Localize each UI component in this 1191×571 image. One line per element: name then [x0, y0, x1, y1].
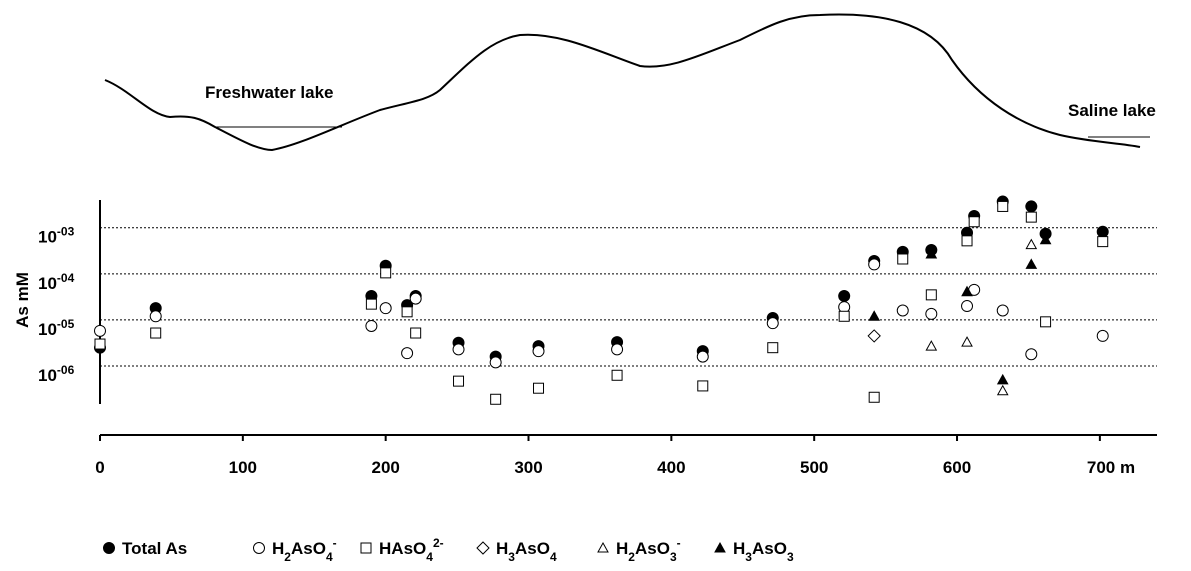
legend-label: HAsO42-: [379, 536, 444, 564]
point: [532, 345, 545, 358]
x-tick-label: 100: [229, 458, 257, 477]
point: [996, 304, 1009, 317]
y-tick-label: 10-06: [38, 363, 75, 385]
x-tick-label: 500: [800, 458, 828, 477]
point: [1096, 225, 1109, 238]
terrain-profile: [104, 13, 1141, 152]
legend-label: H2AsO3-: [616, 536, 681, 564]
point: [611, 369, 623, 381]
y-tick-label: 10-03: [38, 225, 75, 247]
point: [94, 324, 106, 337]
legend-label: H3AsO4: [496, 539, 557, 564]
point: [149, 310, 162, 323]
point: [767, 342, 779, 354]
legend-label: H2AsO4-: [272, 536, 337, 564]
point: [401, 306, 413, 318]
point: [925, 247, 938, 259]
point: [925, 307, 938, 320]
point: [365, 319, 378, 332]
point: [1025, 200, 1038, 213]
point: [896, 304, 909, 317]
point: [533, 382, 545, 394]
point: [1025, 238, 1038, 250]
point: [868, 310, 881, 321]
point: [380, 267, 392, 279]
legend-marker: [476, 541, 490, 555]
point: [490, 393, 502, 405]
point: [968, 216, 980, 228]
point: [961, 285, 973, 297]
legend-marker: [714, 541, 726, 553]
point: [961, 235, 973, 247]
point: [401, 347, 414, 360]
point: [1040, 316, 1052, 328]
point: [766, 317, 779, 330]
legend-marker: [103, 542, 115, 554]
annotation: Saline lake: [1068, 101, 1156, 120]
legend-label: Total As: [122, 539, 187, 558]
point: [379, 302, 392, 315]
point: [150, 327, 162, 339]
point: [838, 290, 851, 303]
point: [961, 300, 974, 313]
legend-label: H3AsO3: [733, 539, 794, 564]
point: [897, 253, 909, 265]
x-tick-label: 400: [657, 458, 685, 477]
point: [1025, 211, 1037, 223]
point: [925, 289, 937, 301]
point: [1097, 236, 1109, 248]
point: [453, 375, 465, 387]
point: [838, 310, 850, 322]
x-tick-label: 200: [371, 458, 399, 477]
point: [365, 298, 377, 310]
point: [1039, 233, 1052, 245]
y-tick-label: 10-04: [38, 271, 75, 293]
point: [611, 343, 624, 356]
point: [489, 356, 502, 369]
x-tick-label: 600: [943, 458, 971, 477]
point: [996, 373, 1009, 385]
point: [961, 336, 973, 347]
y-axis-label: As mM: [13, 272, 32, 328]
x-tick-label: 300: [514, 458, 542, 477]
point: [997, 200, 1009, 212]
x-tick-label: 0: [95, 458, 104, 477]
point: [410, 327, 422, 339]
legend-marker: [597, 541, 609, 553]
point: [696, 350, 709, 363]
point: [996, 384, 1009, 396]
legend-marker: [360, 542, 372, 554]
point: [867, 329, 881, 343]
x-tick-label: 700 m: [1087, 458, 1135, 477]
point: [1025, 258, 1038, 269]
point: [94, 338, 106, 350]
point: [868, 258, 881, 271]
point: [868, 391, 880, 403]
legend-marker: [253, 542, 265, 554]
point: [409, 292, 422, 305]
point: [697, 380, 709, 392]
y-tick-label: 10-05: [38, 317, 75, 339]
annotation: Freshwater lake: [205, 83, 334, 102]
point: [925, 340, 938, 351]
point: [1025, 348, 1038, 361]
point: [452, 343, 465, 356]
point: [1096, 329, 1109, 342]
